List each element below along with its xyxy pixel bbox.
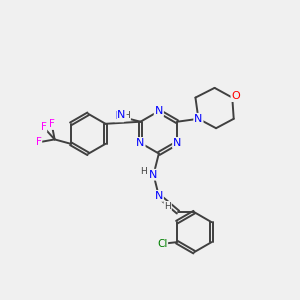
Text: N: N bbox=[117, 110, 126, 120]
Text: H: H bbox=[123, 111, 130, 120]
Text: O: O bbox=[231, 91, 240, 101]
Text: N: N bbox=[136, 138, 145, 148]
Text: F: F bbox=[40, 122, 46, 132]
Text: H: H bbox=[116, 112, 123, 121]
Text: F: F bbox=[35, 137, 41, 147]
Text: F: F bbox=[49, 119, 55, 129]
Text: N: N bbox=[154, 106, 163, 116]
Text: N: N bbox=[149, 170, 158, 180]
Text: N: N bbox=[173, 138, 182, 148]
Text: H: H bbox=[140, 167, 147, 176]
Text: Cl: Cl bbox=[157, 238, 167, 249]
Text: N: N bbox=[194, 114, 202, 124]
Text: N: N bbox=[154, 191, 163, 201]
Text: H: H bbox=[164, 202, 171, 211]
Text: N: N bbox=[115, 111, 124, 122]
